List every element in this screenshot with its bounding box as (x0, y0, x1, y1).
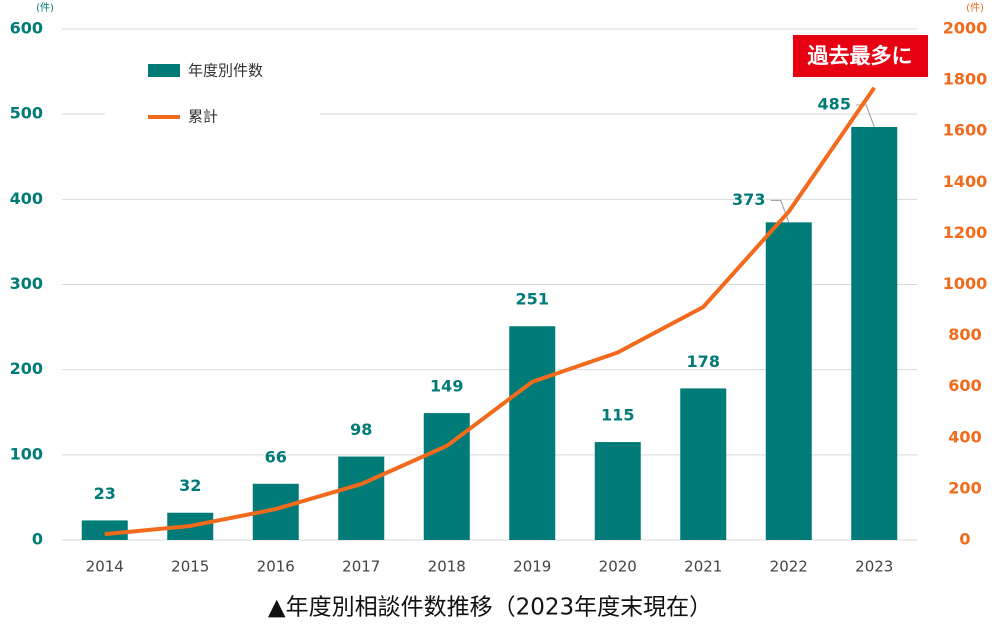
y2-tick-label: 1200 (943, 223, 988, 242)
value-label: 251 (516, 290, 549, 309)
value-label: 178 (687, 352, 720, 371)
chart-title: ▲年度別相談件数推移（2023年度末現在） (268, 595, 712, 621)
plot: 23 32 66 98 149 251 115 178 373 485 (81, 86, 898, 541)
bar (851, 126, 898, 541)
bar (81, 520, 128, 540)
y-tick-label: 600 (10, 19, 43, 38)
y-tick-label: 300 (10, 274, 43, 293)
x-tick-label: 2015 (171, 558, 209, 576)
bar (338, 456, 385, 540)
cumulative-line (104, 86, 876, 537)
annotation-box (793, 35, 928, 77)
legend-label: 年度別件数 (188, 62, 263, 80)
y2-tick-label: 1000 (943, 274, 988, 293)
x-tick-label: 2020 (599, 558, 637, 576)
y2-tick-label: 1800 (943, 70, 988, 89)
value-label: 66 (265, 447, 287, 466)
x-tick-label: 2014 (86, 558, 124, 576)
y2-tick-label: 1600 (943, 121, 988, 140)
legend-label: 累計 (188, 108, 218, 126)
y-tick-label: 500 (10, 104, 43, 123)
y-unit: (件) (36, 2, 54, 14)
y2-tick-label: 800 (948, 325, 981, 344)
y2-tick-label: 400 (948, 427, 981, 446)
bar (509, 326, 556, 540)
y-tick-label: 400 (10, 189, 43, 208)
y-tick-label: 200 (10, 359, 43, 378)
value-label: 485 (818, 94, 851, 113)
y2-tick-label: 2000 (943, 19, 988, 38)
x-tick-label: 2017 (342, 558, 380, 576)
y2-unit: (件) (966, 2, 984, 14)
y2-tick-label: 600 (948, 376, 981, 395)
value-label: 115 (601, 406, 634, 425)
value-label: 149 (430, 377, 463, 396)
x-tick-label: 2019 (513, 558, 551, 576)
x-tick-label: 2022 (770, 558, 808, 576)
annotation: 過去最多に (808, 44, 913, 68)
bar (594, 442, 641, 540)
legend-swatch (148, 64, 180, 77)
x-tick-label: 2016 (257, 558, 295, 576)
bar (765, 222, 812, 540)
value-label: 98 (350, 420, 372, 439)
value-label: 373 (732, 190, 765, 209)
y-tick-label: 0 (32, 530, 43, 549)
x-tick-label: 2018 (428, 558, 466, 576)
bar (680, 388, 727, 540)
legend-background (105, 45, 320, 135)
x-tick-label: 2023 (855, 558, 893, 576)
value-label: 23 (94, 484, 116, 503)
y2-tick-label: 0 (959, 530, 970, 549)
y-tick-label: 100 (10, 444, 43, 463)
value-label: 32 (179, 476, 201, 495)
x-tick-label: 2021 (684, 558, 722, 576)
y2-tick-label: 200 (948, 478, 981, 497)
y2-tick-label: 1400 (943, 172, 988, 191)
leader-line (856, 104, 875, 128)
